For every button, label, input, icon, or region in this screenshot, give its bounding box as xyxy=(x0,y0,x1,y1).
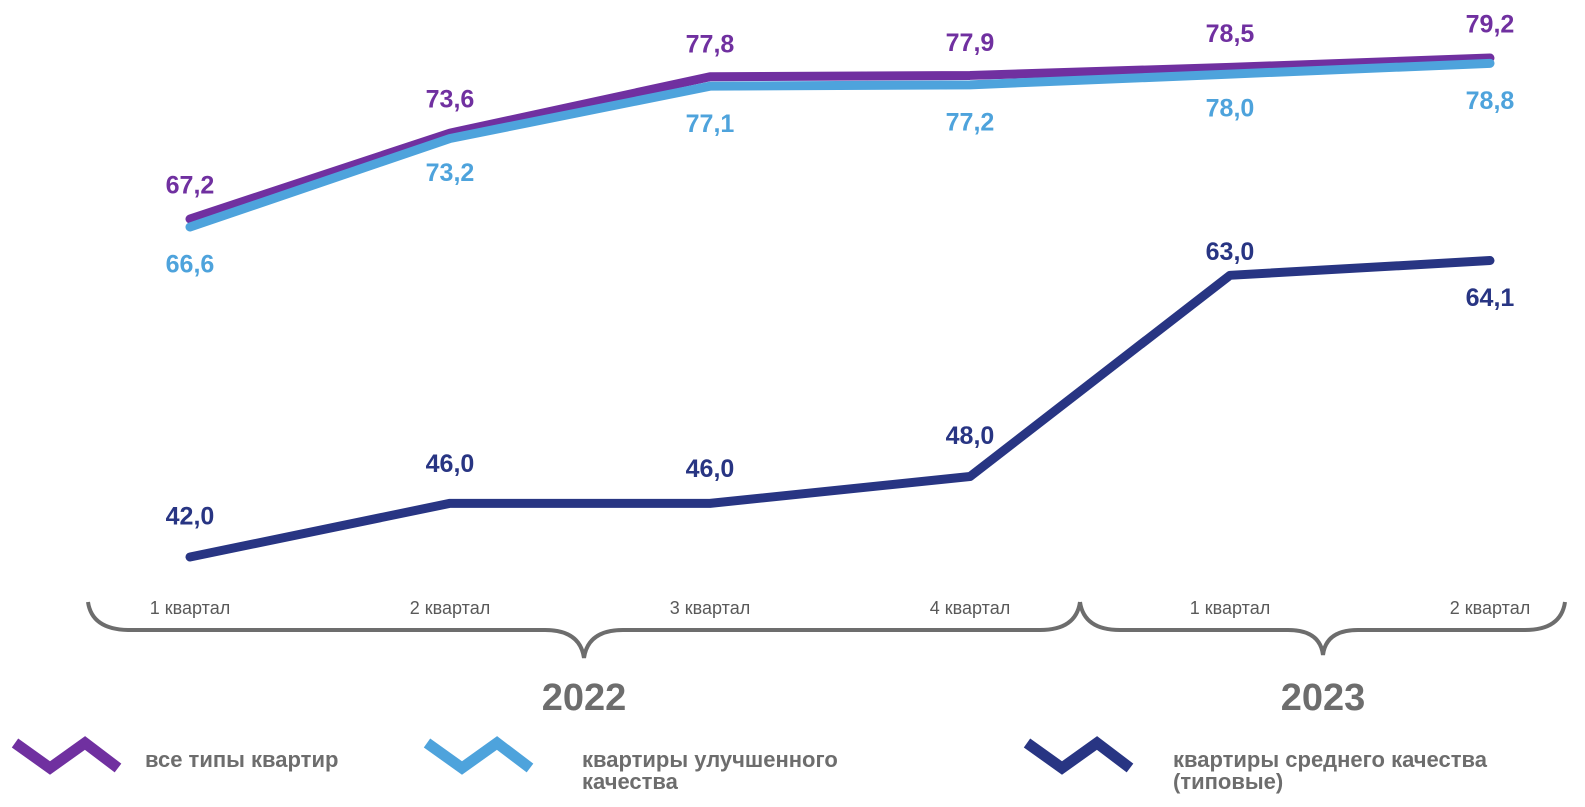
legend-icon xyxy=(1023,736,1134,775)
data-label: 63,0 xyxy=(1206,238,1255,266)
legend-label: квартиры среднего качества (типовые) xyxy=(1173,747,1487,794)
data-label: 42,0 xyxy=(166,503,215,531)
brace xyxy=(1078,601,1567,656)
x-tick-label: 2 квартал xyxy=(410,598,490,618)
data-label: 48,0 xyxy=(946,422,995,450)
x-tick-label: 4 квартал xyxy=(930,598,1010,618)
legend-label: все типы квартир xyxy=(145,747,339,772)
data-label: 67,2 xyxy=(166,172,215,200)
data-label: 78,8 xyxy=(1466,87,1515,115)
x-tick-label: 3 квартал xyxy=(670,598,750,618)
data-label: 77,1 xyxy=(686,110,735,138)
year-label: 2022 xyxy=(542,677,627,719)
data-label: 46,0 xyxy=(426,450,475,478)
line xyxy=(185,58,1495,232)
data-label: 79,2 xyxy=(1466,11,1515,39)
brace xyxy=(86,601,1082,659)
year-label: 2023 xyxy=(1281,677,1366,719)
x-tick-label: 1 квартал xyxy=(150,598,230,618)
data-label: 78,5 xyxy=(1206,20,1255,48)
legend-label: квартиры улучшенного качества xyxy=(582,747,838,794)
data-label: 78,0 xyxy=(1206,95,1255,123)
legend-icon xyxy=(11,736,122,775)
data-label: 73,6 xyxy=(426,86,475,114)
data-label: 66,6 xyxy=(166,251,215,279)
x-tick-label: 1 квартал xyxy=(1190,598,1270,618)
data-label: 77,2 xyxy=(946,108,995,136)
data-label: 46,0 xyxy=(686,455,735,483)
data-label: 73,2 xyxy=(426,159,475,187)
data-label: 77,8 xyxy=(686,30,735,58)
x-tick-label: 2 квартал xyxy=(1450,598,1530,618)
line xyxy=(185,256,1495,562)
legend-icon xyxy=(423,736,534,775)
data-label: 77,9 xyxy=(946,29,995,57)
line xyxy=(185,53,1495,224)
data-label: 64,1 xyxy=(1466,284,1515,312)
